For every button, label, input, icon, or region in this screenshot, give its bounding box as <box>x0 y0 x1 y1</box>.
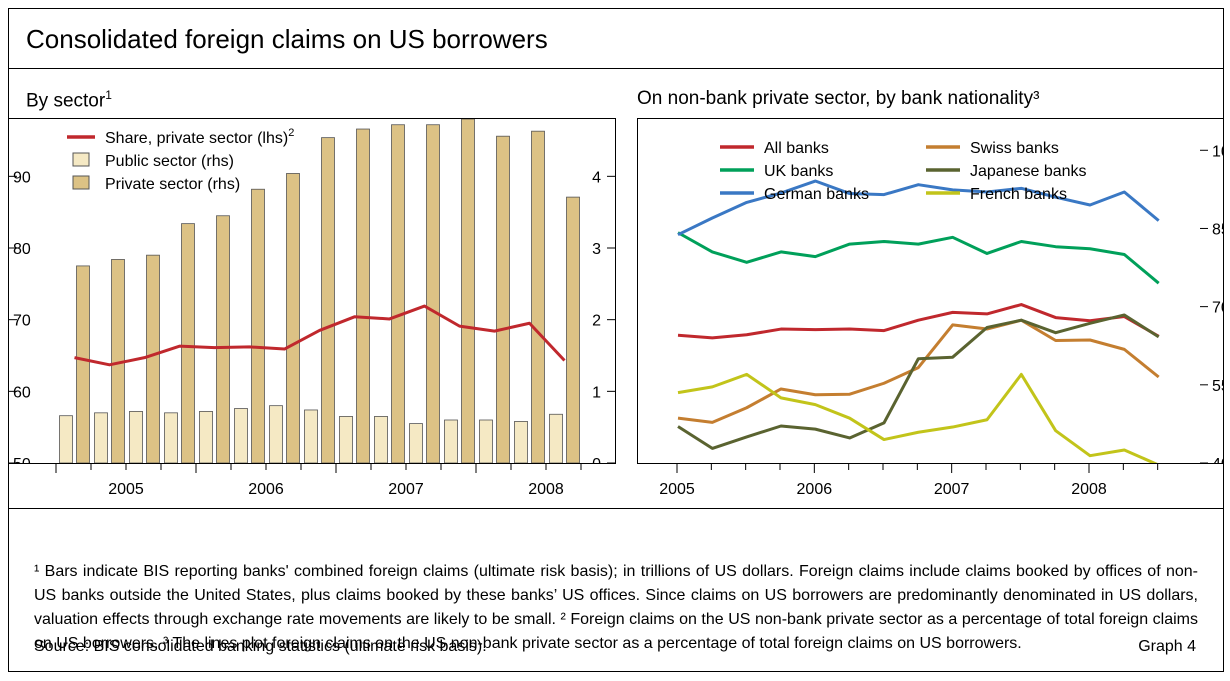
public-sector-bar <box>129 410 143 464</box>
public-sector-bar <box>339 416 353 464</box>
public-sector-bar <box>234 408 248 464</box>
private-sector-bar <box>181 223 195 464</box>
left-y-tick-label: 80 <box>13 241 31 258</box>
legend-label-public: Public sector (rhs) <box>105 153 234 170</box>
left-subtitle-text: By sector <box>26 90 106 112</box>
legend-label-swiss-banks: Swiss banks <box>970 140 1059 157</box>
left-x-axis: 2005 2006 2007 2008 <box>55 464 582 498</box>
right-chart-y-tick-label: 55 <box>1212 378 1224 395</box>
public-sector-bar <box>199 410 213 464</box>
public-sector-bar <box>59 415 73 464</box>
public-sector-bar <box>444 419 458 464</box>
series-line-japanese-banks <box>677 313 1160 450</box>
private-sector-bar <box>321 137 335 464</box>
legend-label-share: Share, private sector (lhs)2 <box>105 127 294 147</box>
legend-label-uk-banks: UK banks <box>764 163 833 180</box>
right-y-tick-label: 0 <box>592 456 601 463</box>
legend-label-private: Private sector (rhs) <box>105 176 240 193</box>
left-x-tick-label: 2008 <box>528 481 564 498</box>
legend-swatch-public <box>72 152 90 167</box>
footnote-separator <box>8 508 1224 509</box>
right-x-tick-label: 2008 <box>1071 481 1107 498</box>
right-chart-y-tick-label: 85 <box>1212 221 1224 238</box>
left-x-tick-label: 2007 <box>388 481 424 498</box>
series-line-german-banks <box>677 179 1160 237</box>
left-y-tick-label: 60 <box>13 384 31 401</box>
private-sector-bar <box>146 254 160 464</box>
public-sector-bar <box>94 412 108 464</box>
left-panel-subtitle: By sector1 <box>26 88 112 112</box>
series-line-french-banks <box>677 372 1160 467</box>
right-panel-subtitle: On non-bank private sector, by bank nati… <box>637 88 1040 109</box>
legend-label-share-sup: 2 <box>288 127 294 139</box>
public-sector-bar <box>514 421 528 464</box>
private-sector-bar <box>286 173 300 464</box>
public-sector-bar <box>479 419 493 464</box>
right-x-tick-label: 2006 <box>797 481 833 498</box>
left-chart-panel: 50 60 70 80 90 0 1 2 3 4 Share, private sector (lh… <box>8 118 616 473</box>
private-sector-bar <box>461 118 475 464</box>
right-chart-y-tick-label: 70 <box>1212 300 1224 317</box>
source-text: Source: BIS consolidated banking statist… <box>34 638 487 655</box>
legend-label-japanese-banks: Japanese banks <box>970 163 1087 180</box>
right-chart: 40 55 70 85 100 All banks UK banks German banks… <box>677 140 1230 473</box>
private-sector-bar <box>496 135 510 464</box>
public-sector-bar <box>269 405 283 464</box>
right-x-tick-label: 2007 <box>934 481 970 498</box>
share-private-sector-line <box>74 304 566 367</box>
left-y-tick-label: 90 <box>13 169 31 186</box>
left-chart: 50 60 70 80 90 0 1 2 3 4 Share, private sector (lh… <box>9 118 615 473</box>
series-line-swiss-banks <box>677 318 1160 424</box>
public-sector-bar <box>304 409 318 464</box>
private-sector-bar <box>251 188 265 464</box>
legend-label-all-banks: All banks <box>764 140 829 157</box>
public-sector-bar <box>549 413 563 464</box>
private-sector-bar <box>216 215 230 464</box>
public-sector-bar <box>164 412 178 464</box>
right-chart-y-tick-label: 100 <box>1212 143 1224 160</box>
private-sector-bar <box>531 130 545 464</box>
public-sector-bar <box>409 423 423 464</box>
graph-number: Graph 4 <box>1138 638 1196 655</box>
left-x-tick-label: 2005 <box>108 481 144 498</box>
legend-label-french-banks: French banks <box>970 186 1067 203</box>
private-sector-bar <box>356 128 370 464</box>
private-sector-bar <box>76 265 90 464</box>
right-x-tick-label: 2005 <box>659 481 695 498</box>
private-sector-bar <box>391 124 405 464</box>
right-x-axis: 2005 2006 2007 2008 <box>659 464 1159 498</box>
right-y-tick-label: 1 <box>592 384 601 401</box>
left-x-tick-label: 2006 <box>248 481 284 498</box>
legend-label-german-banks: German banks <box>764 186 869 203</box>
series-line-uk-banks <box>677 231 1160 285</box>
footnote-text: ¹ Bars indicate BIS reporting banks' com… <box>34 563 1198 652</box>
graph-title: Consolidated foreign claims on US borrow… <box>26 24 548 54</box>
left-y-tick-label: 70 <box>13 313 31 330</box>
right-y-tick-label: 3 <box>592 241 601 258</box>
right-y-tick-label: 2 <box>592 313 601 330</box>
series-line-all-banks <box>677 303 1160 340</box>
right-chart-y-tick-label: 40 <box>1212 456 1224 463</box>
left-y-tick-label: 50 <box>13 456 31 463</box>
title-separator <box>8 68 1224 69</box>
public-sector-bar <box>374 416 388 464</box>
right-y-tick-label: 4 <box>592 169 601 186</box>
legend-swatch-private <box>72 175 90 190</box>
left-subtitle-footnote-marker: 1 <box>105 88 112 102</box>
private-sector-bar <box>566 196 580 464</box>
private-sector-bar <box>426 124 440 464</box>
right-chart-panel: 40 55 70 85 100 All banks UK banks German banks… <box>637 118 1230 473</box>
